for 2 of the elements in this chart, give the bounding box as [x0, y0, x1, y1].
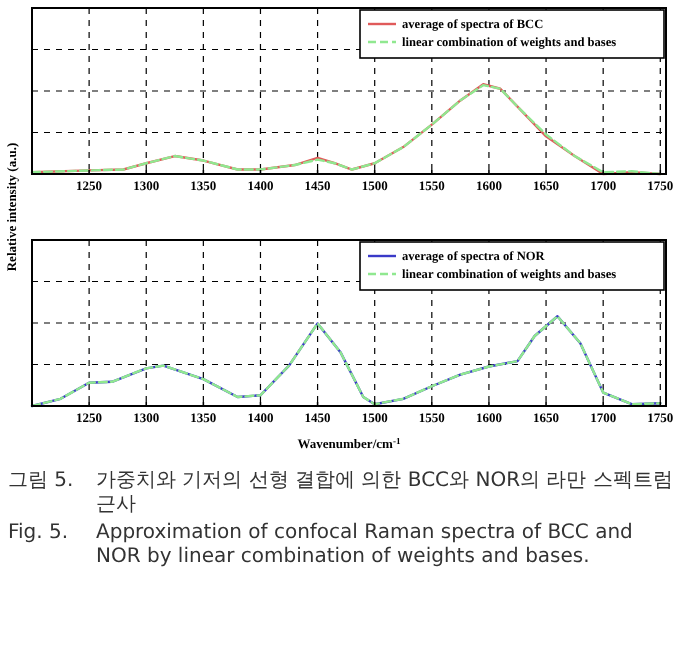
- caption: 그림 5. 가중치와 기저의 선형 결합에 의한 BCC와 NOR의 라만 스펙트럼 근사: [8, 470, 675, 518]
- text: Fig. 5. Approximation of confocal Raman spectra of BCC and NOR by linear combination of weights and bases.: [8, 522, 633, 568]
